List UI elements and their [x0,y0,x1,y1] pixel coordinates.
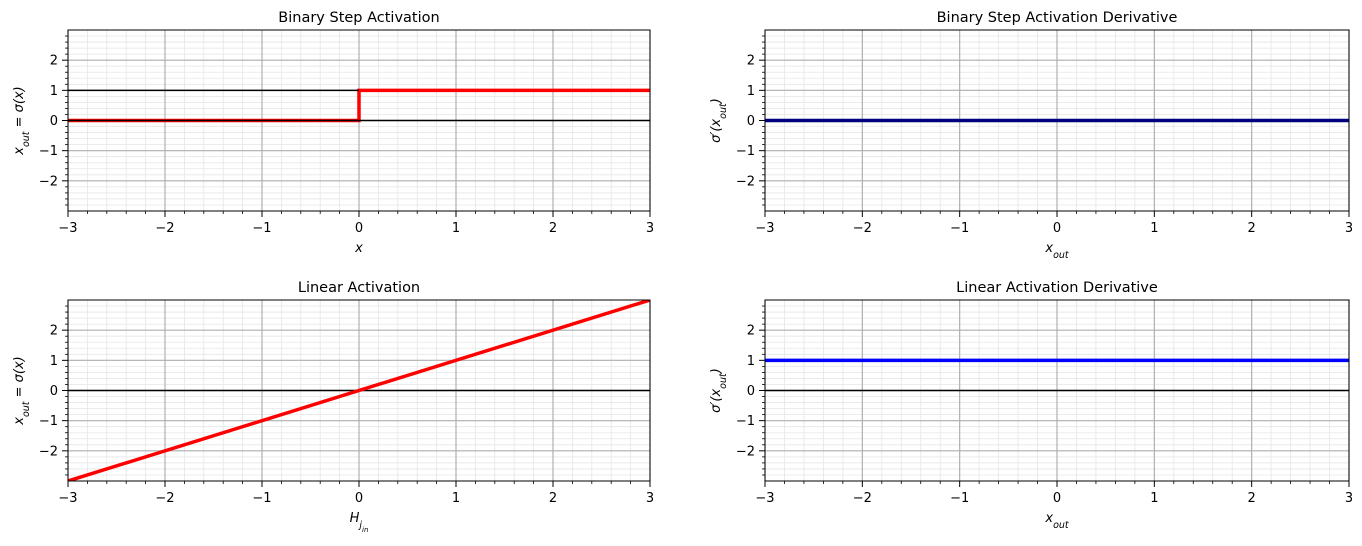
y-tick-label: 0 [747,114,755,129]
chart-title: Binary Step Activation Derivative [937,10,1178,26]
x-tick-label: −3 [755,491,774,506]
x-axis-label: Hjin​ [350,511,369,534]
y-tick-label: 1 [50,354,58,369]
y-tick-label: 1 [747,84,755,99]
x-tick-label: −2 [155,221,174,236]
x-tick-label: 2 [1248,221,1256,236]
y-axis-label: σ′(xout​) [709,368,729,413]
x-tick-label: 3 [646,221,654,236]
x-tick-label: 1 [452,491,460,506]
y-tick-label: −1 [736,414,755,429]
y-axis-label: σ′(xout​) [709,98,729,143]
x-tick-label: −1 [252,221,271,236]
x-tick-label: −1 [950,221,969,236]
x-tick-label: 1 [1150,221,1158,236]
chart-title: Linear Activation [298,280,420,296]
y-tick-label: 2 [50,324,58,339]
x-tick-label: 3 [1345,491,1353,506]
y-tick-label: 1 [50,84,58,99]
y-tick-label: 2 [747,54,755,69]
x-tick-label: 3 [646,491,654,506]
series-line-1 [68,88,650,123]
y-axis-label: xout​ = σ(x) [12,86,32,156]
y-tick-label: 2 [747,324,755,339]
x-tick-label: 3 [1345,221,1353,236]
y-tick-label: −1 [736,144,755,159]
chart-title: Linear Activation Derivative [956,280,1158,296]
x-axis-label: x [354,241,363,256]
y-tick-label: −1 [39,144,58,159]
y-tick-label: −2 [39,444,58,459]
x-tick-label: −1 [950,491,969,506]
x-tick-label: 0 [355,221,363,236]
x-tick-label: −3 [58,221,77,236]
x-tick-label: −3 [58,491,77,506]
x-tick-label: 1 [1150,491,1158,506]
y-tick-label: −1 [39,414,58,429]
x-tick-label: −3 [755,221,774,236]
y-tick-label: 0 [50,114,58,129]
x-tick-label: −2 [853,491,872,506]
x-tick-label: −2 [853,221,872,236]
x-tick-label: −2 [155,491,174,506]
chart-panel-2: −3 −2 −1 0 1 2 3 −2 −1 0 1 2 Binary Step Activation … [709,10,1353,261]
y-tick-label: 0 [50,384,58,399]
y-tick-label: 2 [50,54,58,69]
x-axis-label: xout​ [1044,241,1070,261]
chart-panel-4: −3 −2 −1 0 1 2 3 −2 −1 0 1 2 Linear Activation Deriv… [709,280,1353,531]
x-tick-label: 0 [355,491,363,506]
y-tick-label: 0 [747,384,755,399]
chart-panel-3: −3 −2 −1 0 1 2 3 −2 −1 0 1 2 Linear Activation Hjin​ x… [12,280,654,534]
x-axis-label: xout​ [1044,511,1070,531]
chart-panel-1: −3 −2 −1 0 1 2 3 −2 −1 0 1 2 Binary Step Activation x… [12,10,654,256]
x-tick-label: 2 [549,491,557,506]
y-tick-label: −2 [39,174,58,189]
y-tick-label: −2 [736,444,755,459]
x-tick-label: −1 [252,491,271,506]
x-tick-label: 2 [549,221,557,236]
series-line-2 [68,300,650,481]
y-tick-label: 1 [747,354,755,369]
x-tick-label: 2 [1248,491,1256,506]
x-tick-label: 0 [1053,491,1061,506]
y-axis-label: xout​ = σ(x) [12,356,32,426]
x-tick-label: 1 [452,221,460,236]
x-tick-label: 0 [1053,221,1061,236]
y-tick-label: −2 [736,174,755,189]
chart-title: Binary Step Activation [278,10,439,26]
